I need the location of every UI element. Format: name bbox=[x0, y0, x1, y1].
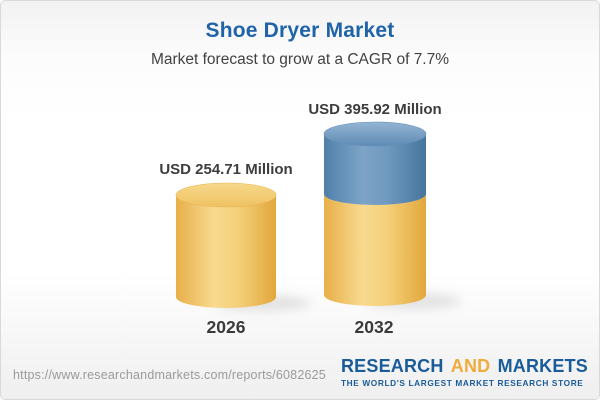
logo-word-markets: MARKETS bbox=[497, 356, 588, 376]
logo-wordmark: RESEARCH AND MARKETS bbox=[341, 357, 588, 375]
page-title: Shoe Dryer Market bbox=[205, 19, 395, 42]
bar-2032-growth-segment bbox=[324, 134, 426, 205]
value-label-2026: USD 254.71 Million bbox=[159, 161, 293, 178]
bar-2032-cylinder bbox=[323, 121, 427, 306]
value-label-2032: USD 395.92 Million bbox=[308, 101, 442, 118]
category-label-2026: 2026 bbox=[206, 317, 246, 337]
category-label-2032: 2032 bbox=[354, 317, 394, 337]
research-and-markets-logo: RESEARCH AND MARKETS THE WORLD'S LARGEST… bbox=[341, 357, 588, 387]
bar-2032-base-segment bbox=[324, 194, 426, 306]
logo-word-research: RESEARCH bbox=[340, 356, 444, 376]
logo-word-and: AND bbox=[450, 356, 491, 376]
report-url: https://www.researchandmarkets.com/repor… bbox=[13, 368, 326, 382]
page-subtitle: Market forecast to grow at a CAGR of 7.7… bbox=[150, 51, 450, 68]
logo-tagline: THE WORLD'S LARGEST MARKET RESEARCH STOR… bbox=[340, 378, 584, 388]
bar-2026-cylinder bbox=[175, 182, 277, 308]
